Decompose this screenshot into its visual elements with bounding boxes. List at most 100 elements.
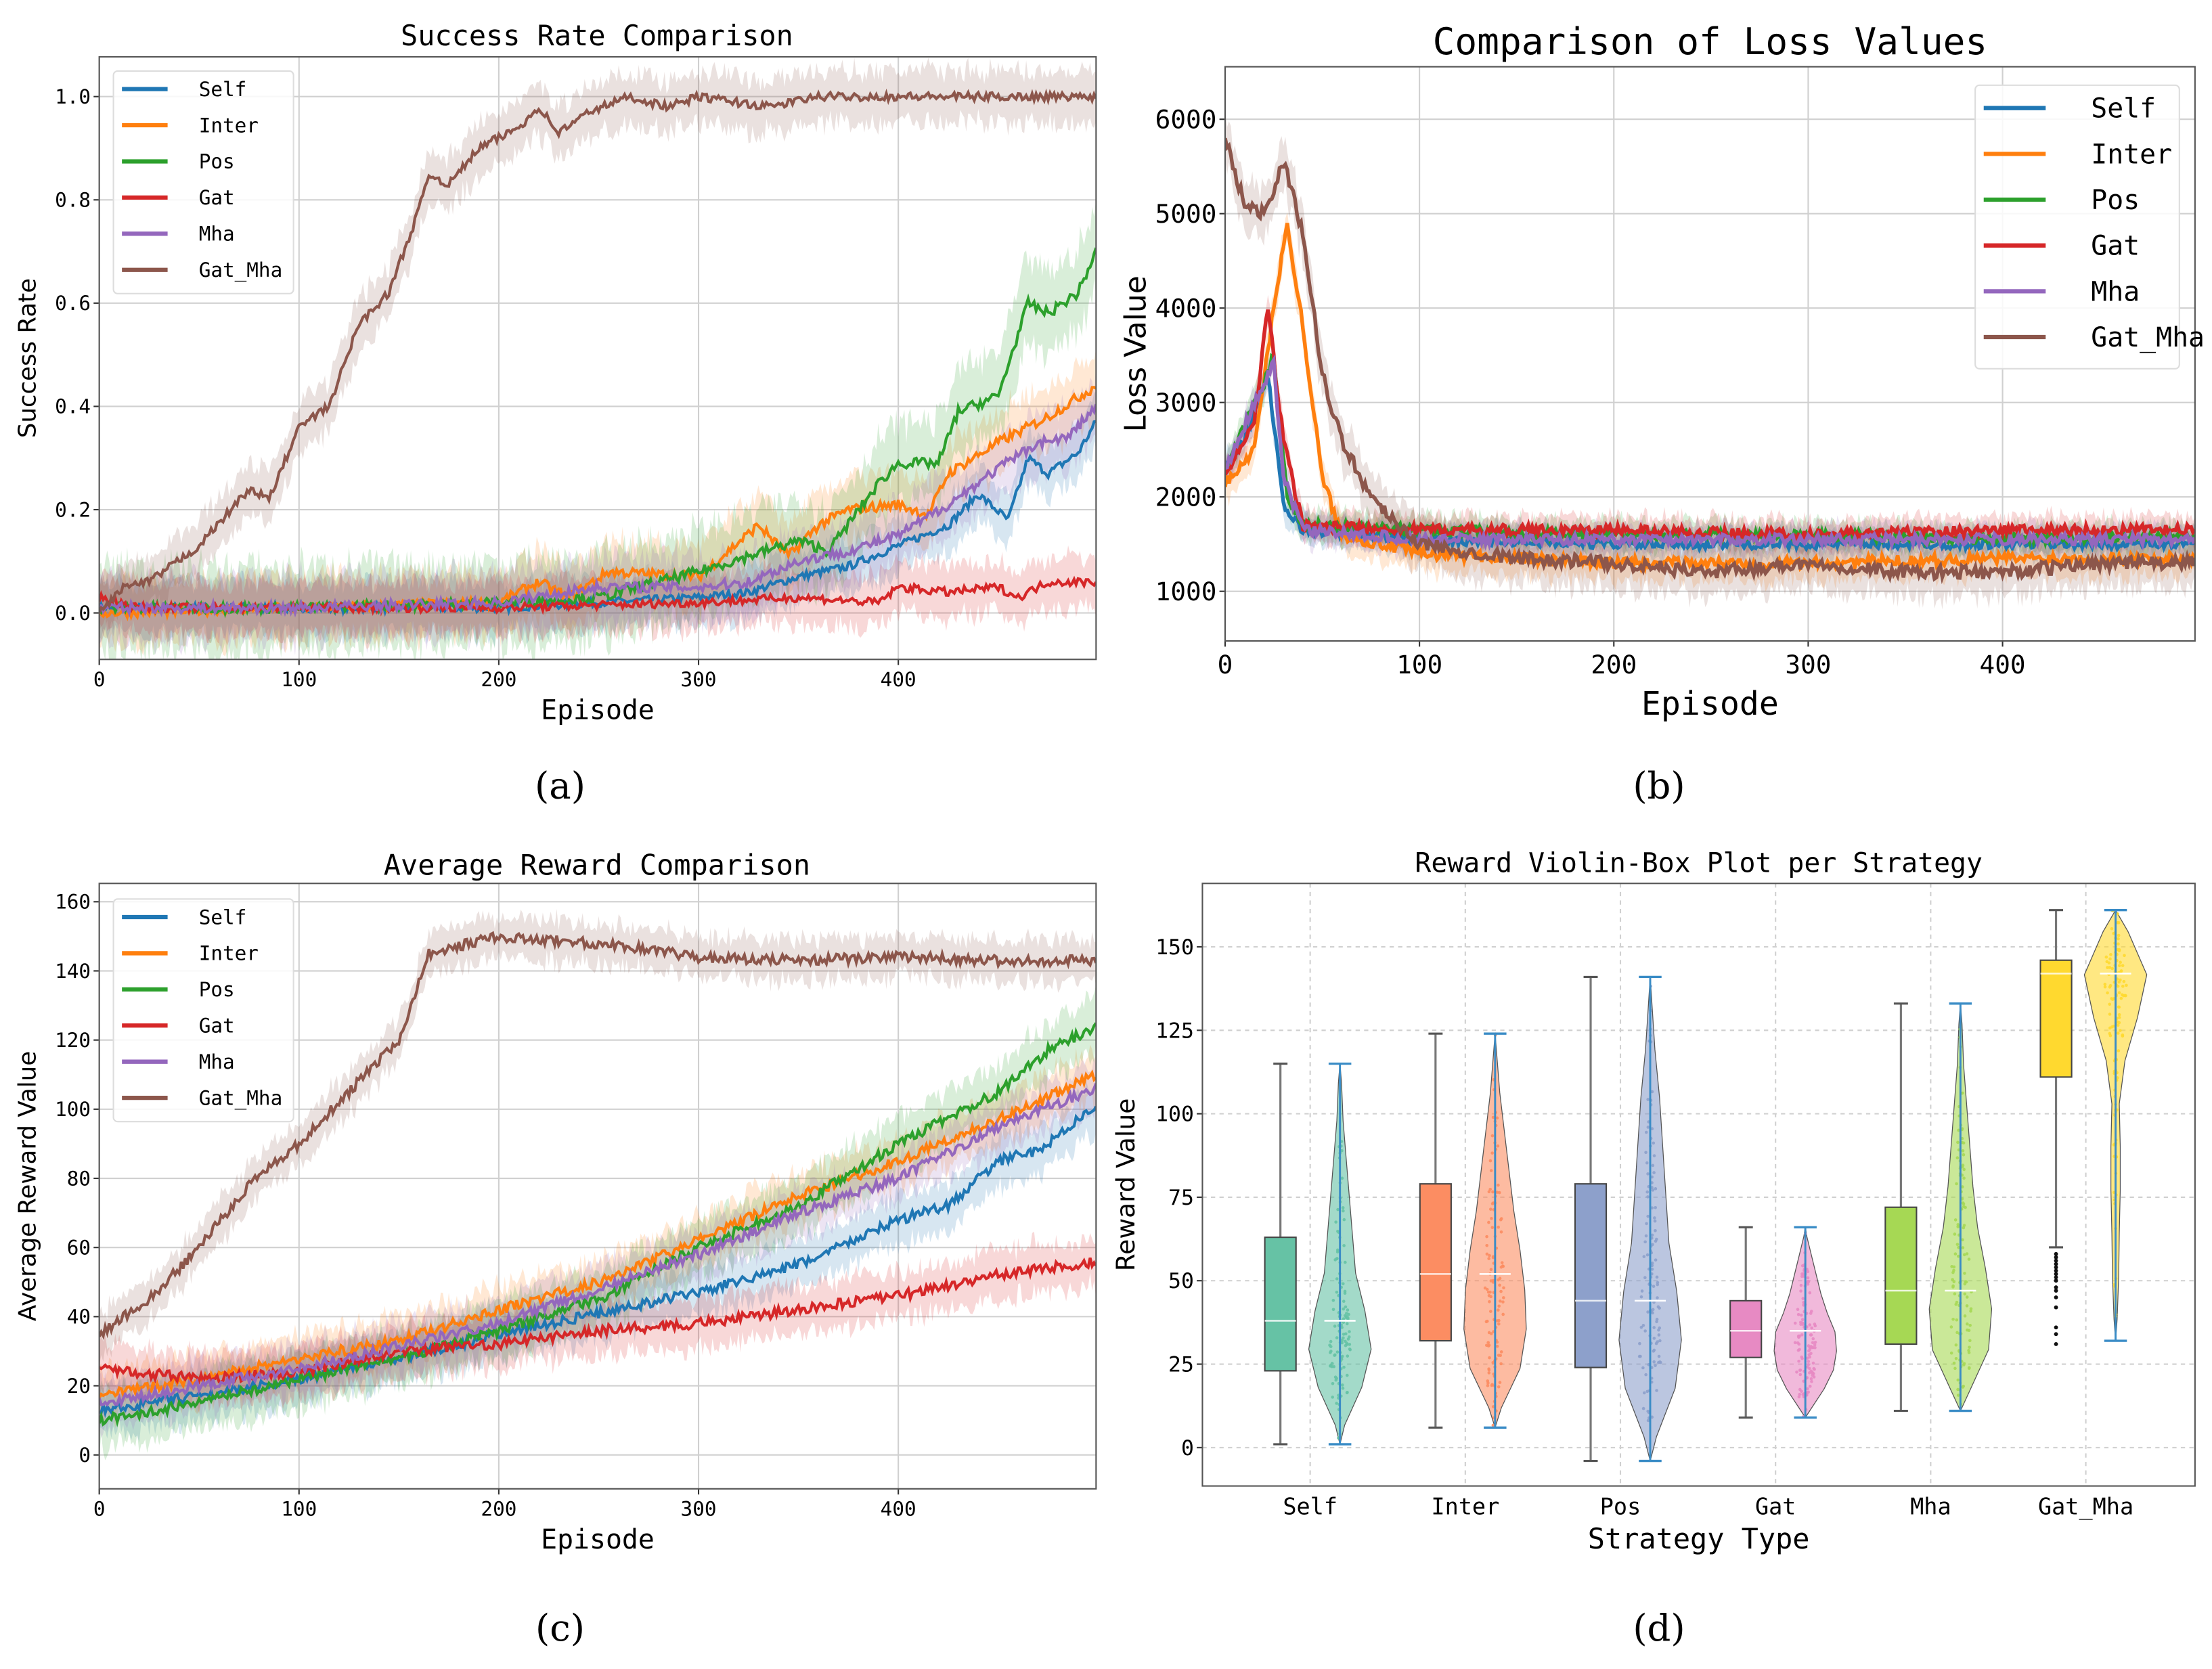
jitter-point: [1495, 1344, 1499, 1348]
jitter-point: [1965, 1295, 1969, 1299]
jitter-point: [1491, 1423, 1495, 1427]
jitter-point: [1489, 1207, 1492, 1211]
jitter-point: [1798, 1348, 1801, 1352]
jitter-point: [1488, 1310, 1492, 1313]
jitter-point: [1497, 1308, 1500, 1312]
jitter-point: [1336, 1207, 1340, 1211]
legend-label-self: Self: [2091, 93, 2156, 125]
jitter-point: [1341, 1282, 1345, 1286]
jitter-point: [1641, 1366, 1645, 1370]
jitter-point: [1342, 1307, 1346, 1311]
jitter-point: [1966, 1322, 1969, 1326]
jitter-point: [1344, 1260, 1347, 1264]
jitter-point: [1491, 1255, 1495, 1260]
jitter-point: [1813, 1340, 1817, 1344]
x-tick-label: 100: [281, 668, 317, 691]
x-tick-label: 100: [281, 1498, 317, 1521]
jitter-point: [1953, 1252, 1957, 1255]
jitter-point: [1809, 1333, 1813, 1337]
jitter-point: [1800, 1318, 1805, 1321]
jitter-point: [1655, 1275, 1659, 1279]
jitter-point: [2116, 1076, 2119, 1080]
jitter-point: [1968, 1339, 1972, 1343]
jitter-point: [1646, 1195, 1650, 1199]
jitter-point: [1955, 1318, 1959, 1322]
x-tick-label: 200: [481, 1498, 516, 1521]
jitter-point: [1798, 1373, 1802, 1377]
jitter-point: [2109, 953, 2113, 956]
jitter-point: [1650, 1264, 1654, 1268]
jitter-point: [1650, 1415, 1654, 1419]
jitter-point: [1656, 1296, 1659, 1299]
y-tick-label: 3000: [1155, 388, 1217, 418]
jitter-point: [1806, 1387, 1809, 1391]
jitter-point: [2121, 964, 2125, 967]
legend-label-self: Self: [199, 906, 247, 929]
jitter-point: [1810, 1371, 1814, 1375]
jitter-point: [1957, 1245, 1960, 1249]
jitter-point: [2116, 1031, 2120, 1035]
legend-label-gat_mha: Gat_Mha: [2091, 322, 2205, 353]
jitter-point: [2108, 1026, 2112, 1030]
jitter-point: [1491, 1190, 1495, 1194]
jitter-point: [1643, 1329, 1647, 1333]
strategy-mha: [1884, 1002, 1993, 1412]
jitter-point: [1808, 1355, 1811, 1359]
jitter-point: [1487, 1220, 1490, 1224]
confidence-band-self: [1224, 361, 2195, 569]
jitter-point: [2108, 957, 2112, 961]
strategy-gat_mha: [2039, 909, 2148, 1346]
confidence-band-gat_mha: [99, 908, 1097, 1366]
jitter-point: [2103, 982, 2107, 986]
legend-label-gat: Gat: [2091, 231, 2140, 262]
y-tick-label: 0.2: [55, 498, 91, 521]
jitter-point: [1497, 1304, 1501, 1308]
jitter-point: [1652, 1141, 1656, 1145]
y-tick-label: 1000: [1155, 577, 1217, 606]
jitter-point: [2124, 994, 2127, 998]
jitter-point: [1960, 1127, 1964, 1130]
jitter-point: [1641, 1324, 1645, 1327]
jitter-point: [1961, 1091, 1964, 1095]
jitter-point: [1488, 1253, 1491, 1258]
jitter-point: [1487, 1343, 1491, 1347]
jitter-point: [1963, 1314, 1967, 1318]
y-tick-label: 0.8: [55, 189, 91, 212]
jitter-point: [1491, 1115, 1495, 1119]
x-tick-label: 400: [881, 668, 916, 691]
jitter-point: [1490, 1151, 1494, 1155]
jitter-point: [1346, 1308, 1350, 1312]
jitter-point: [1963, 1292, 1967, 1296]
axes-frame: [98, 883, 1097, 1490]
jitter-point: [1654, 1341, 1658, 1345]
jitter-point: [1967, 1258, 1971, 1261]
jitter-point: [1639, 1295, 1643, 1299]
jitter-point: [1811, 1337, 1815, 1341]
jitter-point: [2117, 1012, 2121, 1017]
jitter-point: [1652, 1360, 1656, 1364]
panel-a-success-rate: Success Rate Comparison 0.0 0.2 0.4 0.6 0.8 1.…: [14, 19, 1097, 726]
legend-label-self: Self: [199, 78, 247, 101]
jitter-point: [1334, 1220, 1337, 1224]
jitter-point: [2103, 985, 2107, 989]
jitter-point: [2117, 1049, 2121, 1052]
jitter-point: [1488, 1187, 1492, 1191]
jitter-point: [1488, 1159, 1492, 1163]
caption-b: (b): [1633, 764, 1685, 807]
box: [1419, 1183, 1452, 1342]
jitter-point: [1798, 1387, 1802, 1392]
jitter-point: [2110, 997, 2113, 1000]
jitter-point: [1800, 1333, 1804, 1337]
plot-area: [99, 58, 1097, 660]
x-axis-label: Episode: [541, 1524, 655, 1555]
y-tick-label: 20: [67, 1375, 91, 1398]
jitter-point: [1490, 1217, 1493, 1220]
legend-label-gat: Gat: [199, 186, 235, 209]
jitter-point: [1652, 1154, 1656, 1157]
jitter-point: [1961, 1149, 1965, 1153]
jitter-point: [1956, 1378, 1960, 1382]
jitter-point: [1655, 1237, 1658, 1241]
jitter-point: [1962, 1202, 1966, 1206]
series-line-inter: [1224, 223, 2195, 575]
caption-c: (c): [535, 1606, 585, 1649]
